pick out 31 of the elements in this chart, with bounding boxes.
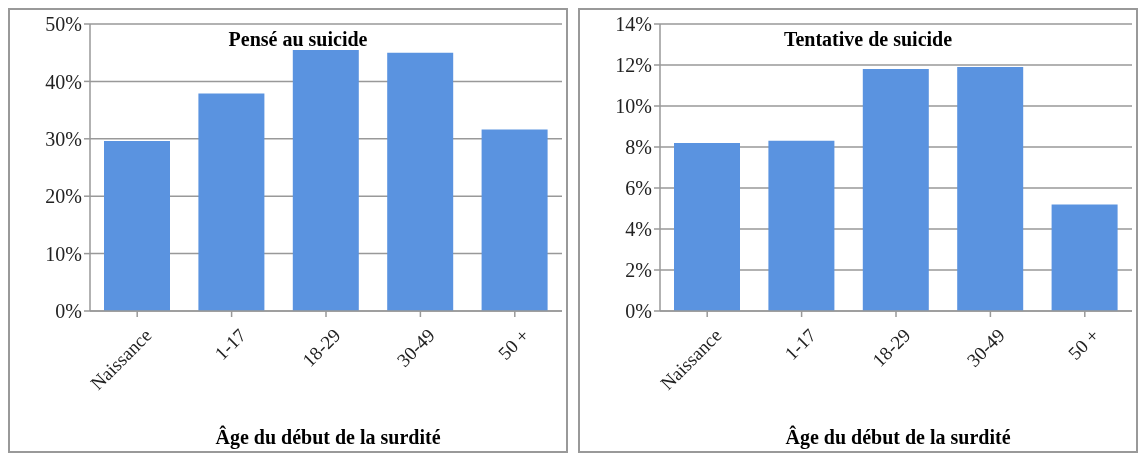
y-tick-label: 0% [55,300,82,323]
y-tick-label: 20% [45,185,82,208]
y-tick-label: 14% [615,13,652,36]
bar [198,93,265,311]
y-tick-label: 4% [625,218,652,241]
y-tick-label: 12% [615,54,652,77]
y-tick-label: 50% [45,13,82,36]
y-tick-label: 0% [625,300,652,323]
bar [387,52,454,311]
y-tick-label: 6% [625,177,652,200]
y-tick-label: 10% [615,95,652,118]
chart-title: Tentative de suicide [780,28,956,50]
bar [481,129,548,311]
bar [1051,204,1118,311]
y-tick-label: 10% [45,242,82,265]
y-tick-label: 30% [45,127,82,150]
chart-title: Pensé au suicide [225,28,371,50]
x-axis-title: Âge du début de la surdité [214,426,442,449]
x-tick-label: 1-17 [210,324,251,365]
y-tick-label: 8% [625,136,652,159]
y-tick-label: 2% [625,259,652,282]
bar [104,141,170,311]
bar [674,142,740,311]
y-tick-label: 40% [45,70,82,93]
x-tick-label: 1-17 [780,324,821,365]
bar [768,140,835,311]
x-tick-label: 50 + [494,324,534,364]
bar [957,67,1024,311]
bar [862,69,929,311]
x-tick-label: 50 + [1064,324,1104,364]
x-axis-title: Âge du début de la surdité [784,426,1012,449]
